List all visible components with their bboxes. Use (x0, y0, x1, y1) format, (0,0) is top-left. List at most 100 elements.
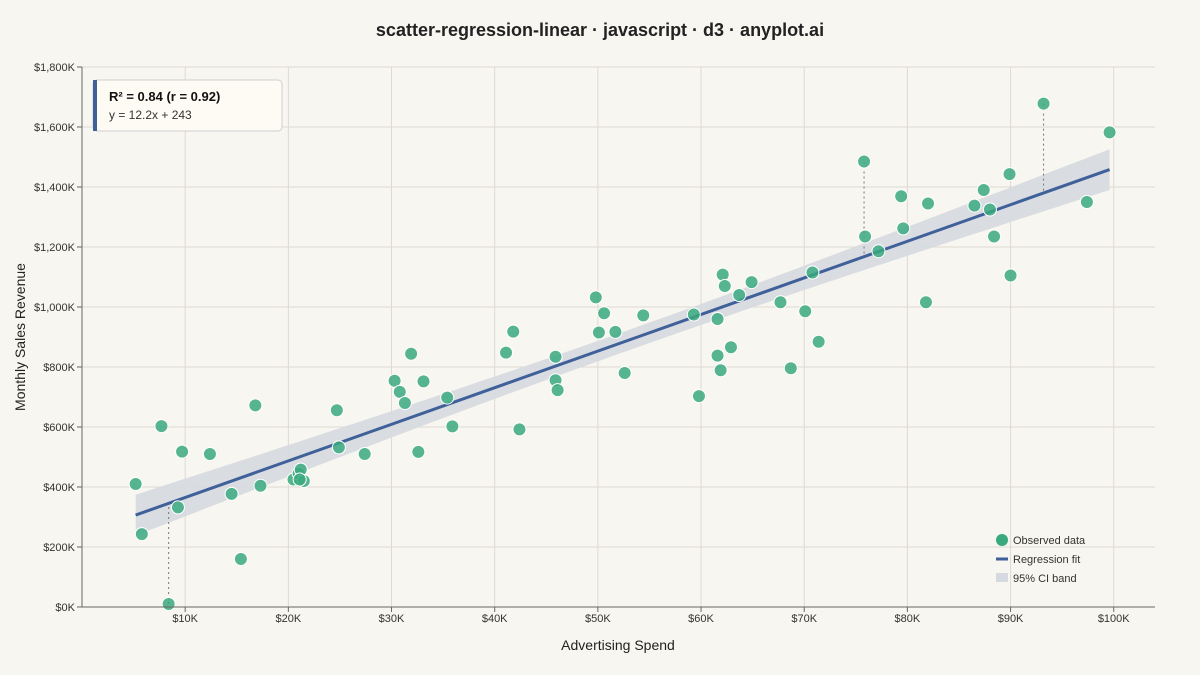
data-point (710, 348, 725, 363)
data-point (329, 403, 344, 418)
x-tick-label: $50K (585, 613, 611, 625)
x-tick-label: $60K (688, 613, 714, 625)
x-axis-label: Advertising Spend (561, 637, 675, 653)
data-points-layer (128, 96, 1117, 611)
y-tick-label: $200K (43, 542, 75, 554)
data-point (161, 597, 176, 611)
data-point (710, 312, 725, 326)
data-point (416, 374, 431, 389)
legend: Observed data Regression fit 95% CI band (996, 534, 1086, 585)
y-tick-label: $800K (43, 362, 75, 374)
data-point (292, 472, 307, 487)
data-point (723, 340, 738, 355)
r-squared-text: R² = 0.84 (r = 0.92) (109, 89, 220, 104)
data-point (617, 366, 632, 380)
y-tick-label: $1,800K (34, 62, 76, 74)
data-point (233, 552, 248, 566)
data-point (715, 267, 730, 282)
data-point (987, 229, 1002, 244)
data-point (1002, 167, 1017, 182)
data-point (588, 290, 603, 305)
y-tick-label: $0K (55, 602, 75, 614)
data-point (404, 346, 419, 361)
data-point (918, 295, 933, 310)
data-point (811, 334, 826, 349)
grid-lines (82, 66, 1155, 608)
data-point (357, 447, 372, 461)
x-tick-label: $90K (998, 613, 1024, 625)
x-tick-label: $70K (791, 613, 817, 625)
x-tick-label: $40K (482, 613, 508, 625)
data-point (331, 440, 346, 455)
data-point (732, 288, 747, 302)
data-point (686, 307, 701, 322)
y-tick-label: $1,200K (34, 242, 76, 254)
data-point (871, 244, 886, 259)
y-tick-label: $400K (43, 482, 75, 494)
data-point (982, 202, 997, 217)
data-point (1036, 96, 1051, 111)
stats-box: R² = 0.84 (r = 0.92) y = 12.2x + 243 (92, 79, 283, 132)
data-point (921, 196, 936, 211)
x-tick-label: $20K (275, 613, 301, 625)
data-point (550, 383, 565, 398)
data-point (224, 486, 239, 501)
legend-band-swatch (996, 573, 1008, 582)
data-point (597, 306, 612, 321)
data-point (175, 444, 190, 459)
x-tick-label: $10K (172, 613, 198, 625)
regression-line (135, 168, 1111, 517)
data-point (1102, 125, 1117, 140)
data-point (636, 308, 651, 323)
legend-label-regression: Regression fit (1013, 554, 1080, 566)
y-tick-label: $1,400K (34, 182, 76, 194)
data-point (858, 229, 873, 244)
data-point (608, 324, 623, 339)
data-point (896, 221, 911, 236)
regression-line-layer (135, 168, 1111, 517)
y-tick-label: $1,600K (34, 122, 76, 134)
legend-label-observed: Observed data (1013, 535, 1086, 547)
y-tick-label: $600K (43, 422, 75, 434)
stats-box-accent (93, 80, 97, 131)
data-point (134, 527, 149, 542)
equation-text: y = 12.2x + 243 (109, 108, 192, 122)
x-tick-label: $80K (895, 613, 921, 625)
data-point (397, 396, 412, 410)
data-point (128, 477, 143, 491)
data-point (773, 295, 788, 310)
data-point (798, 304, 813, 319)
chart-title: scatter-regression-linear · javascript ·… (376, 20, 824, 40)
x-axis-ticks: $10K $20K $30K $40K $50K $60K $70K $80K $90K $100… (172, 607, 1130, 625)
data-point (717, 279, 732, 293)
data-point (805, 265, 820, 280)
data-point (713, 363, 728, 378)
data-point (411, 444, 426, 459)
data-point (591, 325, 606, 340)
data-point (445, 419, 460, 434)
data-point (691, 389, 706, 404)
x-tick-label: $100K (1098, 613, 1130, 625)
data-point (967, 198, 982, 213)
data-point (440, 390, 455, 405)
data-point (976, 183, 991, 197)
data-point (744, 275, 759, 290)
data-point (1079, 195, 1094, 209)
legend-point-swatch (996, 534, 1008, 546)
data-point (499, 345, 514, 360)
data-point (506, 324, 521, 339)
residual-lines-layer (168, 103, 1045, 604)
data-point (248, 398, 263, 413)
data-point (1003, 268, 1018, 283)
data-point (548, 349, 563, 364)
axes (81, 67, 1155, 608)
y-tick-label: $1,000K (34, 302, 76, 314)
data-point (154, 419, 169, 434)
data-point (253, 478, 268, 493)
data-point (170, 500, 185, 515)
y-axis-label: Monthly Sales Revenue (12, 263, 28, 411)
data-point (512, 422, 527, 437)
data-point (857, 154, 872, 169)
y-axis-ticks: $0K $200K $400K $600K $800K $1,000K $1,200K $1,… (34, 62, 82, 614)
